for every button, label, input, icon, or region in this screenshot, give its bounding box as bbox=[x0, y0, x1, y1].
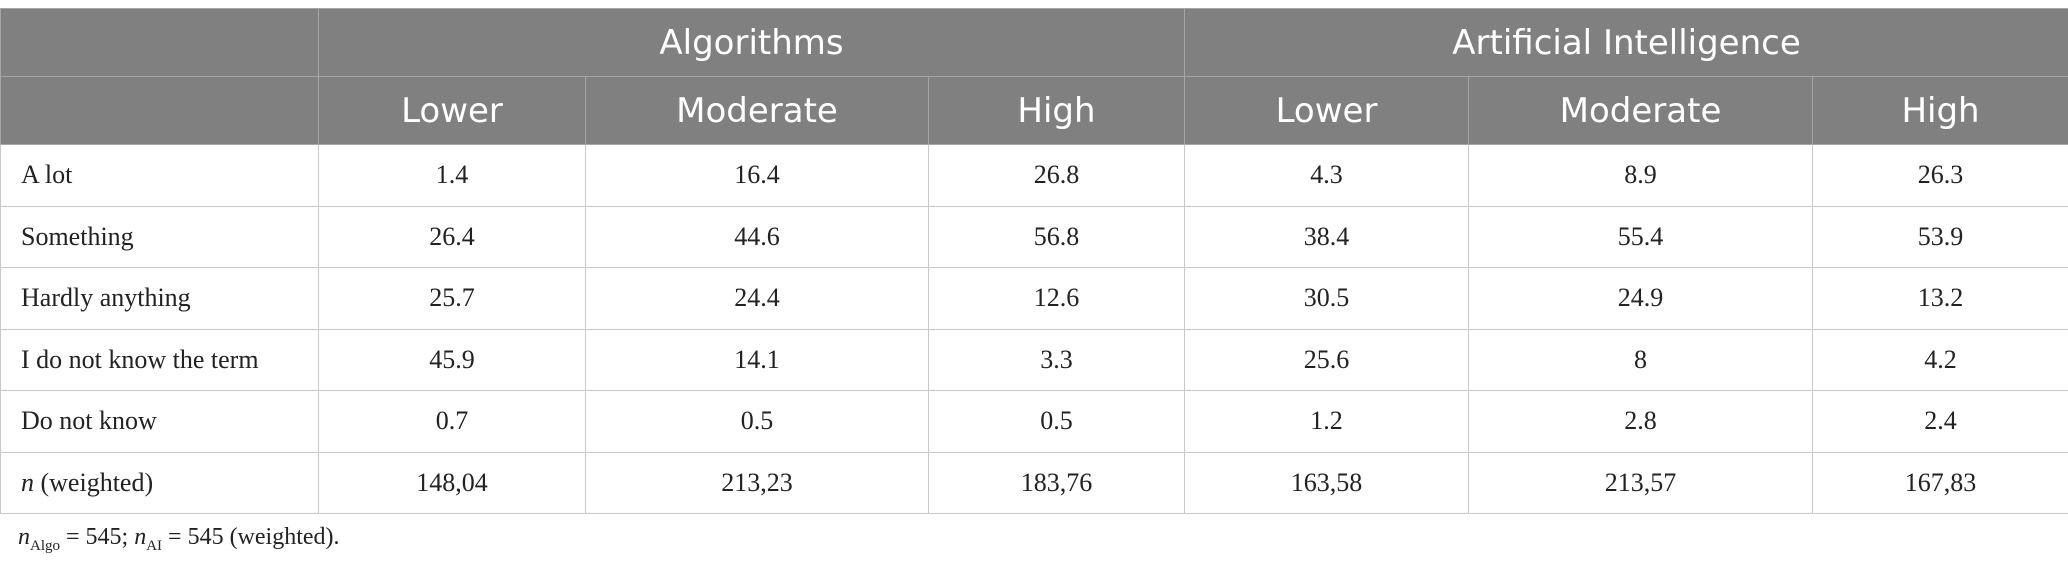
table-row: A lot 1.4 16.4 26.8 4.3 8.9 26.3 bbox=[0, 144, 2068, 207]
row-label: I do not know the term bbox=[0, 328, 319, 391]
subheader-row: Lower Moderate High Lower Moderate High bbox=[0, 76, 2068, 145]
group-header-algorithms: Algorithms bbox=[317, 8, 1186, 77]
table-cell: 2.4 bbox=[1812, 390, 2068, 453]
subheader-algo-lower: Lower bbox=[318, 76, 586, 145]
group-header-row: Algorithms Artificial Intelligence bbox=[0, 8, 2068, 77]
footnote-n1: n bbox=[18, 524, 30, 550]
row-label: Do not know bbox=[0, 390, 319, 453]
table-cell: 13.2 bbox=[1812, 267, 2068, 330]
subheader-algo-high: High bbox=[927, 76, 1186, 145]
table-cell: 8 bbox=[1468, 328, 1814, 391]
table-cell: 213,57 bbox=[1468, 451, 1814, 514]
row-label: A lot bbox=[0, 144, 319, 207]
table-container: Algorithms Artificial Intelligence Lower… bbox=[0, 8, 2068, 514]
table-cell: 26.3 bbox=[1812, 144, 2068, 207]
table-cell: 8.9 bbox=[1468, 144, 1814, 207]
table-cell: 24.9 bbox=[1468, 267, 1814, 330]
subheader-algo-moderate: Moderate bbox=[585, 76, 929, 145]
table-cell: 26.8 bbox=[927, 144, 1186, 207]
table-row: Something 26.4 44.6 56.8 38.4 55.4 53.9 bbox=[0, 205, 2068, 268]
table-cell: 1.4 bbox=[318, 144, 586, 207]
table-cell: 213,23 bbox=[585, 451, 929, 514]
table-row: Hardly anything 25.7 24.4 12.6 30.5 24.9… bbox=[0, 267, 2068, 330]
table-cell: 26.4 bbox=[318, 205, 586, 268]
table-cell: 167,83 bbox=[1812, 451, 2068, 514]
table-cell: 25.7 bbox=[318, 267, 586, 330]
group-header-ai: Artificial Intelligence bbox=[1184, 8, 2068, 77]
table-cell: 14.1 bbox=[585, 328, 929, 391]
subheader-ai-lower: Lower bbox=[1184, 76, 1470, 145]
subheader-ai-high: High bbox=[1812, 76, 2068, 145]
table-cell: 4.2 bbox=[1812, 328, 2068, 391]
table-cell: 38.4 bbox=[1184, 205, 1470, 268]
table-cell: 0.7 bbox=[318, 390, 586, 453]
table-cell: 12.6 bbox=[927, 267, 1186, 330]
row-label: Hardly anything bbox=[0, 267, 319, 330]
results-table: Algorithms Artificial Intelligence Lower… bbox=[0, 8, 2068, 514]
table-cell: 55.4 bbox=[1468, 205, 1814, 268]
table-cell: 30.5 bbox=[1184, 267, 1470, 330]
table-cell: 44.6 bbox=[585, 205, 929, 268]
n-label-suffix: (weighted) bbox=[34, 467, 154, 497]
table-cell: 24.4 bbox=[585, 267, 929, 330]
table-cell: 148,04 bbox=[318, 451, 586, 514]
footnote-n2: n bbox=[134, 524, 147, 550]
header-corner bbox=[0, 8, 319, 77]
table-cell: 163,58 bbox=[1184, 451, 1470, 514]
table-cell: 4.3 bbox=[1184, 144, 1470, 207]
table-cell: 45.9 bbox=[318, 328, 586, 391]
footnote-sub2: AI bbox=[146, 537, 163, 554]
table-cell: 53.9 bbox=[1812, 205, 2068, 268]
footnote-eq2: = 545 (weighted). bbox=[162, 524, 340, 550]
table-cell: 1.2 bbox=[1184, 390, 1470, 453]
table-cell: 2.8 bbox=[1468, 390, 1814, 453]
table-cell: 25.6 bbox=[1184, 328, 1470, 391]
footnote-sub1: Algo bbox=[30, 537, 60, 554]
table-cell: 16.4 bbox=[585, 144, 929, 207]
table-cell: 0.5 bbox=[585, 390, 929, 453]
n-symbol: n bbox=[21, 467, 34, 497]
table-row-n-weighted: n (weighted) 148,04 213,23 183,76 163,58… bbox=[0, 451, 2068, 514]
table-cell: 56.8 bbox=[927, 205, 1186, 268]
row-label-n: n (weighted) bbox=[0, 451, 319, 514]
subheader-corner bbox=[0, 76, 319, 145]
table-footnote: nAlgo = 545; nAI = 545 (weighted). bbox=[18, 524, 340, 555]
table-row: I do not know the term 45.9 14.1 3.3 25.… bbox=[0, 328, 2068, 391]
table-cell: 3.3 bbox=[927, 328, 1186, 391]
table-cell: 0.5 bbox=[927, 390, 1186, 453]
table-cell: 183,76 bbox=[927, 451, 1186, 514]
table-row: Do not know 0.7 0.5 0.5 1.2 2.8 2.4 bbox=[0, 390, 2068, 453]
subheader-ai-moderate: Moderate bbox=[1468, 76, 1814, 145]
footnote-eq1: = 545; bbox=[60, 524, 135, 550]
row-label: Something bbox=[0, 205, 319, 268]
